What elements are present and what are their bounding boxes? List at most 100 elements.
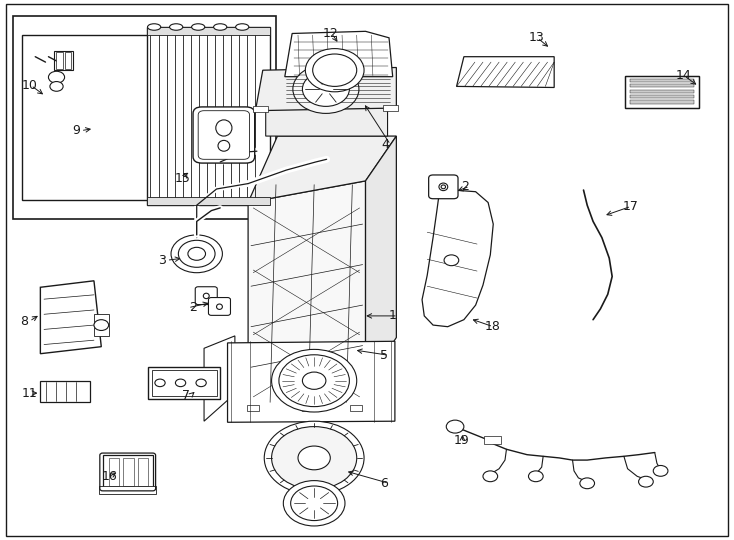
Bar [247,405,259,411]
Text: 14: 14 [675,69,691,82]
Circle shape [639,476,653,487]
Ellipse shape [439,183,448,191]
Circle shape [293,65,359,113]
Polygon shape [266,108,388,136]
Polygon shape [255,68,396,111]
Circle shape [528,471,543,482]
Bar [625,76,699,108]
Text: 1: 1 [389,309,397,322]
Ellipse shape [203,293,209,299]
Bar [65,52,71,69]
Ellipse shape [148,24,161,30]
Polygon shape [366,136,396,384]
Circle shape [272,349,357,412]
Circle shape [272,427,357,489]
Circle shape [446,420,464,433]
Text: 17: 17 [622,200,639,213]
Bar [630,90,694,93]
Text: 19: 19 [454,434,469,447]
Circle shape [653,465,668,476]
Text: 2: 2 [189,301,197,314]
Polygon shape [248,136,396,202]
Text: 10: 10 [22,79,38,92]
Bar [22,35,148,200]
Text: 9: 9 [72,124,80,137]
FancyBboxPatch shape [198,111,250,159]
Polygon shape [248,181,366,406]
Circle shape [313,54,357,86]
Bar [147,27,270,35]
Circle shape [48,71,65,83]
Bar [630,95,694,98]
Text: 4: 4 [382,138,390,151]
Text: 15: 15 [175,172,191,185]
Circle shape [188,247,206,260]
Bar [253,106,268,112]
Circle shape [279,355,349,407]
Text: 16: 16 [101,470,117,483]
Circle shape [302,372,326,389]
Bar [350,405,362,411]
Circle shape [305,49,364,92]
Bar [302,405,314,411]
Polygon shape [40,281,101,354]
Circle shape [94,320,109,330]
Bar [630,100,694,104]
Circle shape [298,446,330,470]
Bar [383,105,398,111]
Circle shape [264,421,364,495]
Bar [103,455,153,489]
Circle shape [178,240,215,267]
Polygon shape [277,75,393,106]
Ellipse shape [218,140,230,151]
Circle shape [483,471,498,482]
Ellipse shape [170,24,183,30]
FancyBboxPatch shape [193,107,255,163]
Ellipse shape [192,24,205,30]
Bar [99,486,156,494]
Circle shape [291,486,338,521]
Bar [123,458,134,486]
Bar [630,84,694,87]
Text: 8: 8 [21,315,29,328]
Polygon shape [285,31,393,77]
Bar [56,52,63,69]
Ellipse shape [214,24,227,30]
Bar [147,27,270,205]
Circle shape [283,481,345,526]
Circle shape [444,255,459,266]
Text: 11: 11 [22,387,37,400]
Text: 3: 3 [158,254,166,267]
Bar [484,436,501,444]
Bar [630,79,694,82]
Circle shape [175,379,186,387]
Circle shape [171,235,222,273]
Text: 2: 2 [461,180,469,193]
Bar [625,76,699,108]
Text: 18: 18 [484,320,501,333]
Polygon shape [228,341,395,422]
Bar [138,458,148,486]
Bar [13,16,276,219]
Polygon shape [204,336,250,421]
Bar [147,197,270,205]
Text: 12: 12 [323,27,338,40]
Text: 7: 7 [182,389,190,402]
Bar [152,370,217,396]
Bar [54,51,73,70]
Text: 13: 13 [528,31,544,44]
FancyBboxPatch shape [195,287,217,305]
Ellipse shape [441,185,446,189]
Ellipse shape [236,24,249,30]
Circle shape [155,379,165,387]
Ellipse shape [217,304,222,309]
Bar [94,314,109,336]
Bar [148,367,220,399]
Bar [109,458,119,486]
Text: 5: 5 [380,349,388,362]
Bar [40,381,90,402]
FancyBboxPatch shape [429,175,458,199]
Circle shape [580,478,595,489]
Polygon shape [457,57,554,87]
Circle shape [302,72,349,106]
